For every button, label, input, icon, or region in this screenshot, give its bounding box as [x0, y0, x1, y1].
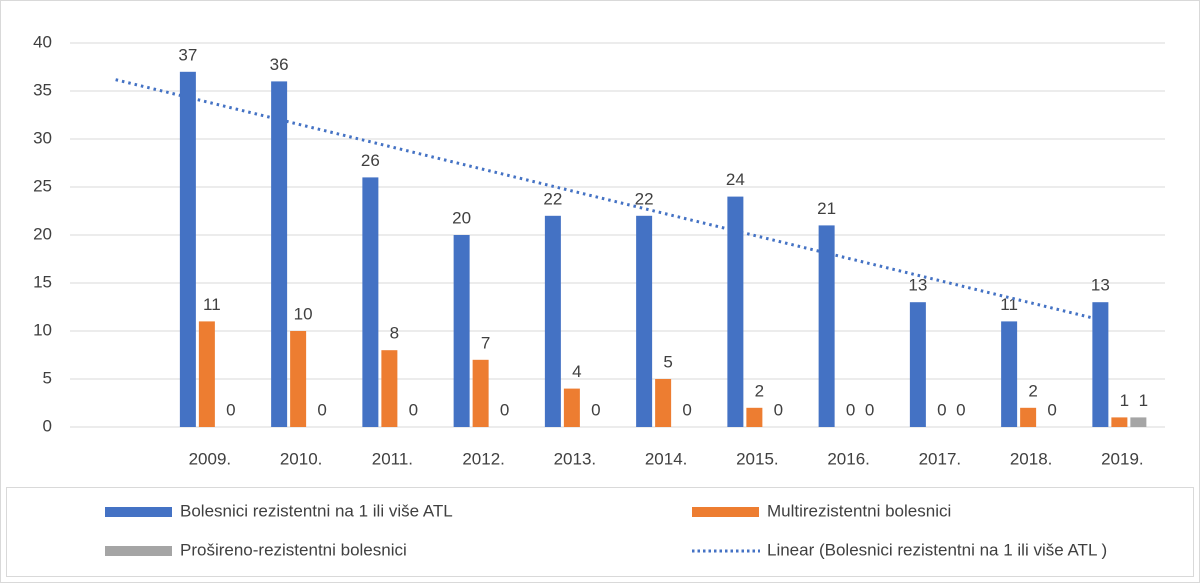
data-label: 13: [908, 276, 927, 295]
bar: [1130, 417, 1147, 427]
data-label: 0: [317, 400, 326, 419]
x-tick-label: 2017.: [919, 449, 962, 468]
data-label: 21: [817, 199, 836, 218]
bar: [453, 235, 470, 427]
data-label: 2: [1028, 381, 1037, 400]
y-tick-label: 5: [43, 368, 52, 387]
data-label: 20: [452, 208, 471, 227]
y-tick-label: 10: [33, 320, 52, 339]
data-label: 0: [774, 400, 783, 419]
bar: [381, 350, 398, 427]
data-label: 0: [682, 400, 691, 419]
legend-swatch: [692, 507, 759, 517]
data-label: 1: [1120, 391, 1129, 410]
x-tick-label: 2016.: [827, 449, 870, 468]
bar: [179, 71, 196, 428]
bar: [1001, 321, 1018, 427]
y-tick-label: 30: [33, 128, 52, 147]
bar: [1111, 417, 1128, 427]
data-label: 22: [543, 189, 562, 208]
y-tick-label: 0: [43, 416, 52, 435]
data-label: 2: [755, 381, 764, 400]
data-label: 0: [956, 400, 965, 419]
trendline: [115, 78, 1095, 320]
bar: [1020, 407, 1037, 427]
y-tick-label: 25: [33, 176, 52, 195]
bar: [1092, 302, 1109, 427]
data-label: 1: [1139, 391, 1148, 410]
bar: [290, 331, 307, 427]
data-label: 11: [1000, 295, 1018, 314]
legend-swatch: [105, 507, 172, 517]
bar: [655, 379, 672, 427]
data-label: 10: [294, 304, 313, 323]
bar: [472, 359, 489, 427]
bar: [198, 321, 215, 427]
x-tick-label: 2015.: [736, 449, 779, 468]
data-label: 26: [361, 151, 380, 170]
x-tick-label: 2010.: [280, 449, 323, 468]
data-label: 0: [846, 400, 855, 419]
data-label: 4: [572, 362, 581, 381]
bar: [818, 225, 835, 427]
x-tick-label: 2011.: [372, 449, 413, 468]
x-tick-label: 2009.: [189, 449, 232, 468]
legend-label: Bolesnici rezistentni na 1 ili više ATL: [180, 501, 453, 520]
bar: [362, 177, 379, 427]
bar: [563, 388, 580, 427]
bar: [636, 215, 653, 427]
data-label: 22: [635, 189, 654, 208]
legend-label: Linear (Bolesnici rezistentni na 1 ili v…: [767, 540, 1107, 559]
data-label: 8: [390, 324, 399, 343]
data-label: 0: [865, 400, 874, 419]
data-label: 24: [726, 170, 745, 189]
bar: [909, 302, 926, 427]
y-tick-label: 35: [33, 80, 52, 99]
data-label: 0: [937, 400, 946, 419]
data-label: 36: [270, 55, 289, 74]
data-label: 0: [591, 400, 600, 419]
bar: [544, 215, 561, 427]
bar: [727, 196, 744, 427]
legend-swatch: [105, 546, 172, 556]
legend-label: Multirezistentni bolesnici: [767, 501, 951, 520]
data-label: 0: [226, 400, 235, 419]
x-tick-label: 2019.: [1101, 449, 1144, 468]
legend-label: Prošireno-rezistentni bolesnici: [180, 540, 407, 559]
bar: [271, 81, 288, 428]
data-label: 37: [178, 45, 197, 64]
data-label: 0: [409, 400, 418, 419]
x-tick-label: 2018.: [1010, 449, 1053, 468]
y-tick-label: 20: [33, 224, 52, 243]
data-label: 5: [663, 352, 672, 371]
x-tick-label: 2012.: [462, 449, 505, 468]
x-tick-label: 2014.: [645, 449, 688, 468]
data-label: 13: [1091, 276, 1110, 295]
data-label: 7: [481, 333, 490, 352]
y-tick-label: 40: [33, 32, 52, 51]
x-tick-label: 2013.: [554, 449, 597, 468]
legend-border: [6, 487, 1194, 577]
data-label: 0: [1047, 400, 1056, 419]
data-label: 0: [500, 400, 509, 419]
data-label: 11: [203, 295, 221, 314]
bar: [746, 407, 763, 427]
y-tick-label: 15: [33, 272, 52, 291]
